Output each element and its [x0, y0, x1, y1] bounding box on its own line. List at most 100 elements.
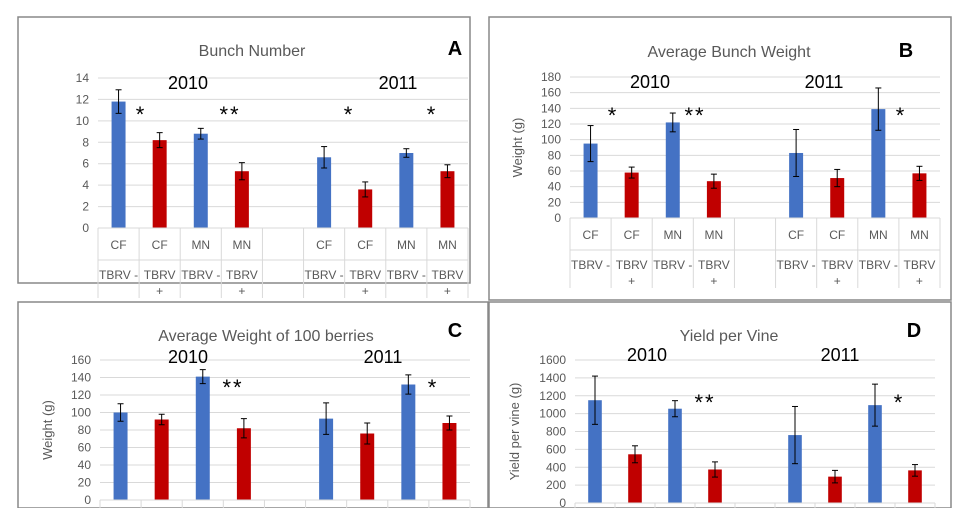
y-tick-label: 120: [71, 388, 91, 402]
bar: [830, 178, 845, 218]
y-tick-label: 10: [76, 114, 90, 128]
significance-marker: *: [344, 102, 355, 127]
category-variety-label: MN: [869, 228, 888, 242]
category-status-sign: +: [362, 284, 369, 298]
significance-marker: *: [427, 102, 438, 127]
chart-title: Yield per Vine: [680, 328, 779, 345]
bar: [668, 408, 682, 503]
y-tick-label: 1000: [539, 407, 566, 421]
y-tick-label: 8: [82, 135, 89, 149]
category-variety-label: MN: [705, 228, 724, 242]
category-variety-label: MN: [663, 228, 682, 242]
y-tick-label: 0: [554, 211, 561, 225]
bar: [358, 189, 373, 228]
category-status-label: TBRV -: [305, 268, 344, 282]
category-variety-label: CF: [357, 238, 373, 252]
year-label: 2010: [168, 73, 208, 93]
bar: [195, 376, 210, 500]
y-tick-label: 140: [541, 101, 561, 115]
category-variety-label: MN: [397, 238, 416, 252]
significance-marker: *: [136, 102, 147, 127]
bar: [111, 101, 126, 228]
year-label: 2010: [630, 72, 670, 92]
category-status-sign: +: [916, 274, 923, 288]
significance-marker: **: [684, 103, 705, 128]
significance-marker: **: [222, 375, 243, 400]
category-status-label: TBRV: [144, 268, 176, 282]
y-tick-label: 120: [541, 117, 561, 131]
category-variety-label: CF: [152, 238, 168, 252]
bar: [399, 153, 414, 228]
category-status-label: TBRV: [226, 268, 258, 282]
y-axis-label: Weight (g): [510, 118, 525, 178]
bar: [234, 171, 249, 228]
category-status-label: TBRV -: [571, 258, 610, 272]
bar: [588, 400, 602, 503]
bar: [628, 454, 642, 503]
y-tick-label: 40: [78, 458, 92, 472]
category-status-sign: +: [710, 274, 717, 288]
significance-marker: *: [428, 375, 439, 400]
panel-frame: [17, 16, 471, 284]
bar: [828, 476, 842, 503]
category-variety-label: CF: [316, 238, 332, 252]
chart-title: Average Bunch Weight: [647, 44, 811, 61]
category-status-label: TBRV: [432, 268, 464, 282]
bar: [319, 418, 334, 500]
category-status-label: TBRV: [698, 258, 730, 272]
chart-title: Average Weight of 100 berries: [158, 328, 374, 345]
y-tick-label: 80: [78, 423, 92, 437]
year-label: 2010: [627, 345, 667, 365]
bar: [236, 428, 251, 500]
category-status-sign: +: [444, 284, 451, 298]
year-label: 2011: [805, 72, 844, 92]
bar: [401, 384, 416, 500]
bar: [788, 435, 802, 503]
year-label: 2011: [379, 73, 418, 93]
bar: [440, 171, 455, 228]
y-tick-label: 4: [82, 178, 89, 192]
chart-panel-b: Average Bunch Weight B0204060801001201401…: [488, 16, 952, 301]
y-tick-label: 0: [559, 496, 566, 508]
bar: [708, 469, 722, 503]
panel-letter: D: [907, 320, 921, 342]
bar: [624, 172, 639, 218]
y-tick-label: 160: [71, 353, 91, 367]
category-variety-label: MN: [438, 238, 457, 252]
bar: [912, 173, 927, 218]
bar: [152, 140, 167, 228]
year-label: 2011: [821, 345, 860, 365]
y-tick-label: 160: [541, 86, 561, 100]
category-status-sign: +: [628, 274, 635, 288]
significance-marker: *: [608, 103, 619, 128]
chart-panel-a: Bunch Number A 0 2 4 6 8 10 12 14 2010 2011 CF TBRV -…: [17, 16, 471, 298]
y-tick-label: 1200: [539, 389, 566, 403]
y-tick-label: 180: [541, 70, 561, 84]
bar: [193, 133, 208, 228]
category-status-label: TBRV -: [181, 268, 220, 282]
category-status-label: TBRV: [616, 258, 648, 272]
y-tick-label: 600: [546, 442, 566, 456]
y-tick-label: 2: [82, 200, 89, 214]
category-status-label: TBRV: [349, 268, 381, 282]
y-axis-label: Weight (g): [40, 400, 55, 460]
bar: [154, 419, 169, 500]
bar: [360, 433, 375, 500]
significance-marker: **: [219, 102, 240, 127]
chart-panel-c: Average Weight of 100 berries C 0 20 40 60 80 1…: [17, 301, 489, 508]
y-tick-label: 60: [78, 441, 92, 455]
significance-marker: *: [896, 103, 907, 128]
bar: [789, 152, 804, 218]
bar: [583, 143, 598, 218]
significance-marker: **: [694, 390, 715, 415]
category-variety-label: CF: [583, 228, 599, 242]
y-tick-label: 100: [71, 406, 91, 420]
y-tick-label: 80: [548, 148, 562, 162]
y-tick-label: 140: [71, 371, 91, 385]
category-status-sign: +: [238, 284, 245, 298]
category-status-label: TBRV: [904, 258, 936, 272]
category-status-label: TBRV -: [859, 258, 898, 272]
y-axis-label: Yield per vine (g): [507, 383, 522, 481]
y-tick-label: 40: [548, 180, 562, 194]
category-status-label: TBRV -: [387, 268, 426, 282]
